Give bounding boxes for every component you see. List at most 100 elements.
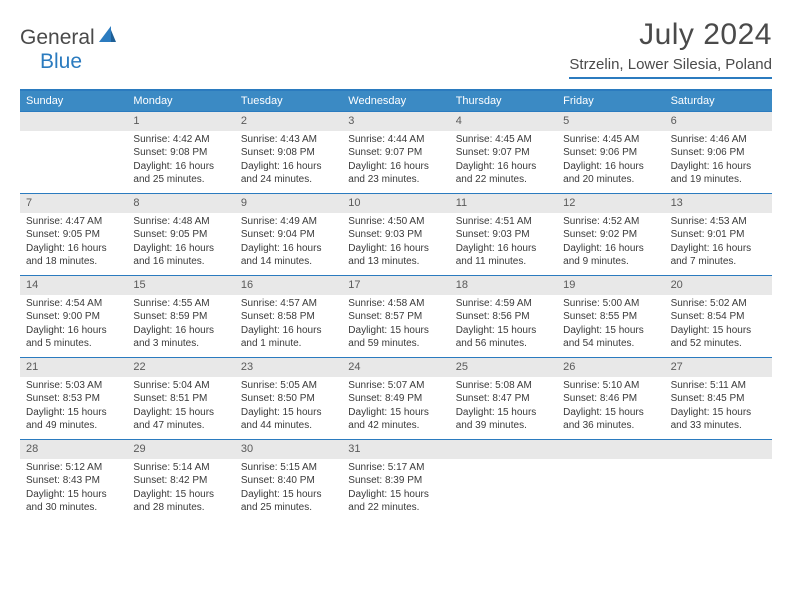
day-number: 8 bbox=[127, 194, 234, 213]
calendar-cell: 2Sunrise: 4:43 AMSunset: 9:08 PMDaylight… bbox=[235, 111, 342, 193]
calendar-grid: SundayMondayTuesdayWednesdayThursdayFrid… bbox=[20, 89, 772, 521]
day-number: 4 bbox=[450, 112, 557, 131]
day-info: Sunrise: 4:44 AMSunset: 9:07 PMDaylight:… bbox=[342, 131, 449, 191]
weekday-header: Sunday bbox=[20, 91, 127, 111]
day-info: Sunrise: 4:50 AMSunset: 9:03 PMDaylight:… bbox=[342, 213, 449, 273]
weekday-header: Thursday bbox=[450, 91, 557, 111]
day-info: Sunrise: 5:00 AMSunset: 8:55 PMDaylight:… bbox=[557, 295, 664, 355]
day-number: 15 bbox=[127, 276, 234, 295]
day-number: 9 bbox=[235, 194, 342, 213]
day-info: Sunrise: 5:05 AMSunset: 8:50 PMDaylight:… bbox=[235, 377, 342, 437]
calendar-cell: 7Sunrise: 4:47 AMSunset: 9:05 PMDaylight… bbox=[20, 193, 127, 275]
day-number: 12 bbox=[557, 194, 664, 213]
logo-text-general: General bbox=[20, 26, 95, 50]
day-info: Sunrise: 4:57 AMSunset: 8:58 PMDaylight:… bbox=[235, 295, 342, 355]
location: Strzelin, Lower Silesia, Poland bbox=[569, 56, 772, 79]
calendar-cell: 20Sunrise: 5:02 AMSunset: 8:54 PMDayligh… bbox=[665, 275, 772, 357]
day-number: 1 bbox=[127, 112, 234, 131]
day-info: Sunrise: 5:07 AMSunset: 8:49 PMDaylight:… bbox=[342, 377, 449, 437]
day-number: 5 bbox=[557, 112, 664, 131]
calendar-cell: 16Sunrise: 4:57 AMSunset: 8:58 PMDayligh… bbox=[235, 275, 342, 357]
day-number: 27 bbox=[665, 358, 772, 377]
calendar-cell: 14Sunrise: 4:54 AMSunset: 9:00 PMDayligh… bbox=[20, 275, 127, 357]
logo-text-blue: Blue bbox=[40, 50, 82, 74]
day-number: 2 bbox=[235, 112, 342, 131]
calendar-cell: 6Sunrise: 4:46 AMSunset: 9:06 PMDaylight… bbox=[665, 111, 772, 193]
day-number: 31 bbox=[342, 440, 449, 459]
calendar-cell: 26Sunrise: 5:10 AMSunset: 8:46 PMDayligh… bbox=[557, 357, 664, 439]
calendar-cell: 11Sunrise: 4:51 AMSunset: 9:03 PMDayligh… bbox=[450, 193, 557, 275]
day-info: Sunrise: 5:08 AMSunset: 8:47 PMDaylight:… bbox=[450, 377, 557, 437]
day-info: Sunrise: 4:53 AMSunset: 9:01 PMDaylight:… bbox=[665, 213, 772, 273]
day-number: 24 bbox=[342, 358, 449, 377]
day-info: Sunrise: 4:47 AMSunset: 9:05 PMDaylight:… bbox=[20, 213, 127, 273]
day-info: Sunrise: 4:42 AMSunset: 9:08 PMDaylight:… bbox=[127, 131, 234, 191]
day-number: 29 bbox=[127, 440, 234, 459]
day-info: Sunrise: 5:11 AMSunset: 8:45 PMDaylight:… bbox=[665, 377, 772, 437]
day-number: 10 bbox=[342, 194, 449, 213]
day-info: Sunrise: 4:54 AMSunset: 9:00 PMDaylight:… bbox=[20, 295, 127, 355]
day-number: 16 bbox=[235, 276, 342, 295]
calendar-cell bbox=[557, 439, 664, 521]
calendar-cell: 23Sunrise: 5:05 AMSunset: 8:50 PMDayligh… bbox=[235, 357, 342, 439]
header: General July 2024 Strzelin, Lower Silesi… bbox=[20, 18, 772, 79]
weekday-header: Friday bbox=[557, 91, 664, 111]
calendar-cell: 1Sunrise: 4:42 AMSunset: 9:08 PMDaylight… bbox=[127, 111, 234, 193]
day-info: Sunrise: 4:48 AMSunset: 9:05 PMDaylight:… bbox=[127, 213, 234, 273]
month-title: July 2024 bbox=[569, 18, 772, 52]
day-number: 25 bbox=[450, 358, 557, 377]
day-number: 17 bbox=[342, 276, 449, 295]
calendar-cell bbox=[450, 439, 557, 521]
calendar-cell bbox=[20, 111, 127, 193]
calendar-cell: 21Sunrise: 5:03 AMSunset: 8:53 PMDayligh… bbox=[20, 357, 127, 439]
calendar-cell: 27Sunrise: 5:11 AMSunset: 8:45 PMDayligh… bbox=[665, 357, 772, 439]
day-info: Sunrise: 4:51 AMSunset: 9:03 PMDaylight:… bbox=[450, 213, 557, 273]
calendar-cell: 17Sunrise: 4:58 AMSunset: 8:57 PMDayligh… bbox=[342, 275, 449, 357]
day-info: Sunrise: 5:17 AMSunset: 8:39 PMDaylight:… bbox=[342, 459, 449, 519]
day-number: 3 bbox=[342, 112, 449, 131]
day-number: 28 bbox=[20, 440, 127, 459]
day-number: 23 bbox=[235, 358, 342, 377]
title-block: July 2024 Strzelin, Lower Silesia, Polan… bbox=[569, 18, 772, 79]
day-info: Sunrise: 5:12 AMSunset: 8:43 PMDaylight:… bbox=[20, 459, 127, 519]
day-info: Sunrise: 4:49 AMSunset: 9:04 PMDaylight:… bbox=[235, 213, 342, 273]
day-number: 18 bbox=[450, 276, 557, 295]
calendar-cell: 18Sunrise: 4:59 AMSunset: 8:56 PMDayligh… bbox=[450, 275, 557, 357]
calendar-cell: 25Sunrise: 5:08 AMSunset: 8:47 PMDayligh… bbox=[450, 357, 557, 439]
day-info: Sunrise: 4:43 AMSunset: 9:08 PMDaylight:… bbox=[235, 131, 342, 191]
weekday-header: Monday bbox=[127, 91, 234, 111]
day-info: Sunrise: 5:02 AMSunset: 8:54 PMDaylight:… bbox=[665, 295, 772, 355]
day-info: Sunrise: 5:10 AMSunset: 8:46 PMDaylight:… bbox=[557, 377, 664, 437]
day-number: 26 bbox=[557, 358, 664, 377]
day-info: Sunrise: 5:15 AMSunset: 8:40 PMDaylight:… bbox=[235, 459, 342, 519]
calendar-cell: 28Sunrise: 5:12 AMSunset: 8:43 PMDayligh… bbox=[20, 439, 127, 521]
weekday-header: Tuesday bbox=[235, 91, 342, 111]
calendar-cell: 9Sunrise: 4:49 AMSunset: 9:04 PMDaylight… bbox=[235, 193, 342, 275]
calendar-cell: 5Sunrise: 4:45 AMSunset: 9:06 PMDaylight… bbox=[557, 111, 664, 193]
day-info: Sunrise: 5:14 AMSunset: 8:42 PMDaylight:… bbox=[127, 459, 234, 519]
day-number: 14 bbox=[20, 276, 127, 295]
day-info: Sunrise: 4:52 AMSunset: 9:02 PMDaylight:… bbox=[557, 213, 664, 273]
calendar-cell: 4Sunrise: 4:45 AMSunset: 9:07 PMDaylight… bbox=[450, 111, 557, 193]
calendar-cell bbox=[665, 439, 772, 521]
weekday-header: Saturday bbox=[665, 91, 772, 111]
day-info: Sunrise: 4:46 AMSunset: 9:06 PMDaylight:… bbox=[665, 131, 772, 191]
calendar-cell: 12Sunrise: 4:52 AMSunset: 9:02 PMDayligh… bbox=[557, 193, 664, 275]
day-number: 6 bbox=[665, 112, 772, 131]
day-info: Sunrise: 4:45 AMSunset: 9:07 PMDaylight:… bbox=[450, 131, 557, 191]
weekday-header: Wednesday bbox=[342, 91, 449, 111]
logo-sail-icon bbox=[97, 24, 117, 51]
day-info: Sunrise: 5:04 AMSunset: 8:51 PMDaylight:… bbox=[127, 377, 234, 437]
day-info: Sunrise: 4:58 AMSunset: 8:57 PMDaylight:… bbox=[342, 295, 449, 355]
logo: General bbox=[20, 18, 119, 51]
calendar-cell: 19Sunrise: 5:00 AMSunset: 8:55 PMDayligh… bbox=[557, 275, 664, 357]
calendar-cell: 10Sunrise: 4:50 AMSunset: 9:03 PMDayligh… bbox=[342, 193, 449, 275]
calendar-cell: 8Sunrise: 4:48 AMSunset: 9:05 PMDaylight… bbox=[127, 193, 234, 275]
day-number: 30 bbox=[235, 440, 342, 459]
day-number: 21 bbox=[20, 358, 127, 377]
day-number: 22 bbox=[127, 358, 234, 377]
calendar-cell: 15Sunrise: 4:55 AMSunset: 8:59 PMDayligh… bbox=[127, 275, 234, 357]
day-info: Sunrise: 4:55 AMSunset: 8:59 PMDaylight:… bbox=[127, 295, 234, 355]
calendar-cell: 24Sunrise: 5:07 AMSunset: 8:49 PMDayligh… bbox=[342, 357, 449, 439]
calendar-cell: 29Sunrise: 5:14 AMSunset: 8:42 PMDayligh… bbox=[127, 439, 234, 521]
